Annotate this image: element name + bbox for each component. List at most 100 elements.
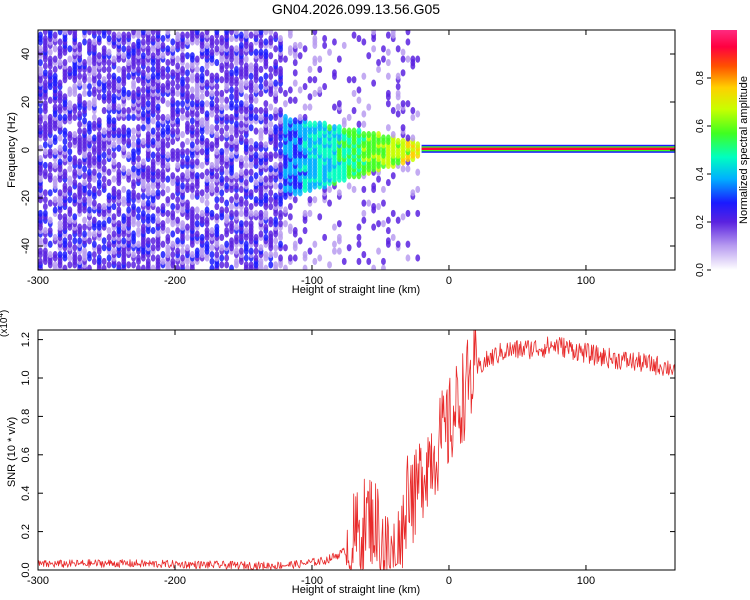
spectrogram-cell	[106, 113, 112, 122]
spectrogram-cell	[136, 154, 141, 163]
spectrogram-cell	[385, 48, 391, 56]
snr-multiplier-exp: 4	[0, 313, 5, 318]
spectrogram-cell	[341, 41, 347, 50]
spectrogram-cell	[67, 86, 73, 94]
spectrogram-cell	[278, 148, 283, 156]
spectrogram-cell	[57, 144, 63, 152]
spectrogram-cell	[136, 264, 141, 270]
spectrogram-cell	[91, 113, 97, 122]
spectrogram-cell	[243, 100, 249, 108]
spectrogram-cell	[385, 100, 391, 108]
spectrogram-cell	[47, 199, 53, 207]
spectrogram-cell	[258, 244, 264, 252]
spectrogram-cell	[234, 30, 239, 36]
spectrogram-cell	[42, 79, 48, 87]
spectrogram-cell	[214, 185, 220, 194]
spectrogram-cell	[302, 264, 308, 270]
spectrogram-cell	[209, 244, 215, 252]
spectrogram-cell	[204, 110, 210, 118]
spectrogram-cell	[238, 154, 244, 163]
spectrogram-cell	[91, 96, 97, 104]
spectrogram-cell	[278, 230, 283, 238]
spectrogram-cell	[234, 209, 239, 218]
spectrogram-cell	[160, 189, 166, 197]
spectrogram-cell	[185, 233, 190, 242]
spectrogram-cell	[150, 213, 156, 221]
spectrogram-cell	[219, 233, 225, 242]
spectrogram-cell	[376, 247, 381, 255]
spectrogram-cell	[165, 124, 171, 132]
spectrogram-cell	[332, 240, 337, 248]
spectrogram-cell	[253, 196, 259, 204]
spectrogram-cell	[175, 216, 181, 224]
spectrogram-cell	[253, 106, 259, 115]
spectrogram-cell	[366, 130, 372, 139]
spectrogram-cell	[204, 168, 210, 176]
spectrogram-cell	[170, 250, 176, 259]
spectrogram-cell	[52, 103, 58, 111]
spectrogram-cell	[131, 202, 136, 211]
spectrogram-cell	[214, 202, 220, 211]
spectrogram-cell	[219, 189, 225, 197]
spectrogram-cell	[82, 172, 87, 180]
spectrogram-cell	[96, 30, 102, 36]
spectrogram-cell	[160, 127, 166, 135]
spectrogram-cell	[155, 30, 161, 36]
spectrogram-cell	[47, 137, 53, 146]
spectrogram-cell	[52, 148, 58, 156]
snr-ylabel: SNR (10 * v/v)	[6, 417, 18, 487]
spectrogram-cell	[180, 182, 185, 190]
spectrogram-cell	[400, 55, 406, 63]
spectrogram-xtick-label: -200	[164, 275, 186, 287]
spectrogram-cell	[238, 31, 244, 39]
spectrogram-cell	[194, 158, 200, 166]
spectrogram-cell	[145, 257, 151, 266]
spectrogram-cell	[121, 86, 127, 94]
spectrogram-cell	[77, 93, 83, 101]
spectrogram-cell	[327, 261, 332, 269]
spectrogram-cell	[214, 223, 220, 231]
spectrogram-cell	[52, 175, 58, 183]
spectrogram-cell	[165, 65, 171, 74]
spectrogram-cell	[273, 161, 279, 170]
spectrogram-cell	[381, 199, 386, 207]
spectrogram-cell	[136, 226, 141, 235]
spectrogram-cell	[170, 240, 176, 248]
spectrogram-cell	[292, 96, 298, 104]
spectrogram-cell	[415, 185, 421, 194]
spectrogram-cell	[87, 76, 92, 84]
spectrogram-cell	[42, 141, 48, 149]
spectrogram-cell	[160, 257, 166, 266]
spectrogram-cell	[106, 226, 112, 235]
spectrogram-cell	[243, 220, 249, 228]
spectrogram-cell	[96, 72, 102, 80]
spectrogram-cell	[287, 86, 293, 94]
spectrogram-cell	[126, 106, 132, 115]
spectrogram-cell	[371, 30, 377, 36]
snr-axes: -300 -200 -100 0 100 0.0 0.2 0.4 0.6 0.8 1.0 1.2	[20, 330, 675, 587]
spectrogram-cell	[263, 100, 269, 108]
spectrogram-cell	[101, 257, 107, 266]
spectrogram-cell	[229, 45, 234, 53]
spectrogram-cell	[287, 30, 293, 36]
colorbar-tick-label: 0.0	[695, 263, 706, 277]
spectrogram-cell	[57, 158, 63, 166]
spectrogram-cell	[292, 58, 298, 67]
spectrogram-cell	[165, 244, 171, 252]
spectrogram-cell	[273, 89, 279, 98]
spectrogram-cell	[155, 151, 161, 159]
spectrogram-cell	[356, 120, 362, 128]
spectrogram-cell	[106, 261, 112, 269]
spectrogram-cell	[194, 247, 200, 255]
spectrogram-cell	[47, 148, 53, 156]
spectrogram-cell	[38, 237, 43, 245]
spectrogram-cell	[199, 134, 205, 142]
spectrogram-cell	[248, 41, 254, 50]
spectrogram-cell	[175, 175, 181, 183]
spectrogram-cell	[253, 113, 259, 122]
spectrogram-cell	[356, 96, 362, 104]
spectrogram-cell	[82, 38, 87, 46]
spectrogram-cell	[219, 261, 225, 269]
spectrogram-cell	[312, 76, 318, 84]
spectrogram-cell	[42, 189, 48, 197]
